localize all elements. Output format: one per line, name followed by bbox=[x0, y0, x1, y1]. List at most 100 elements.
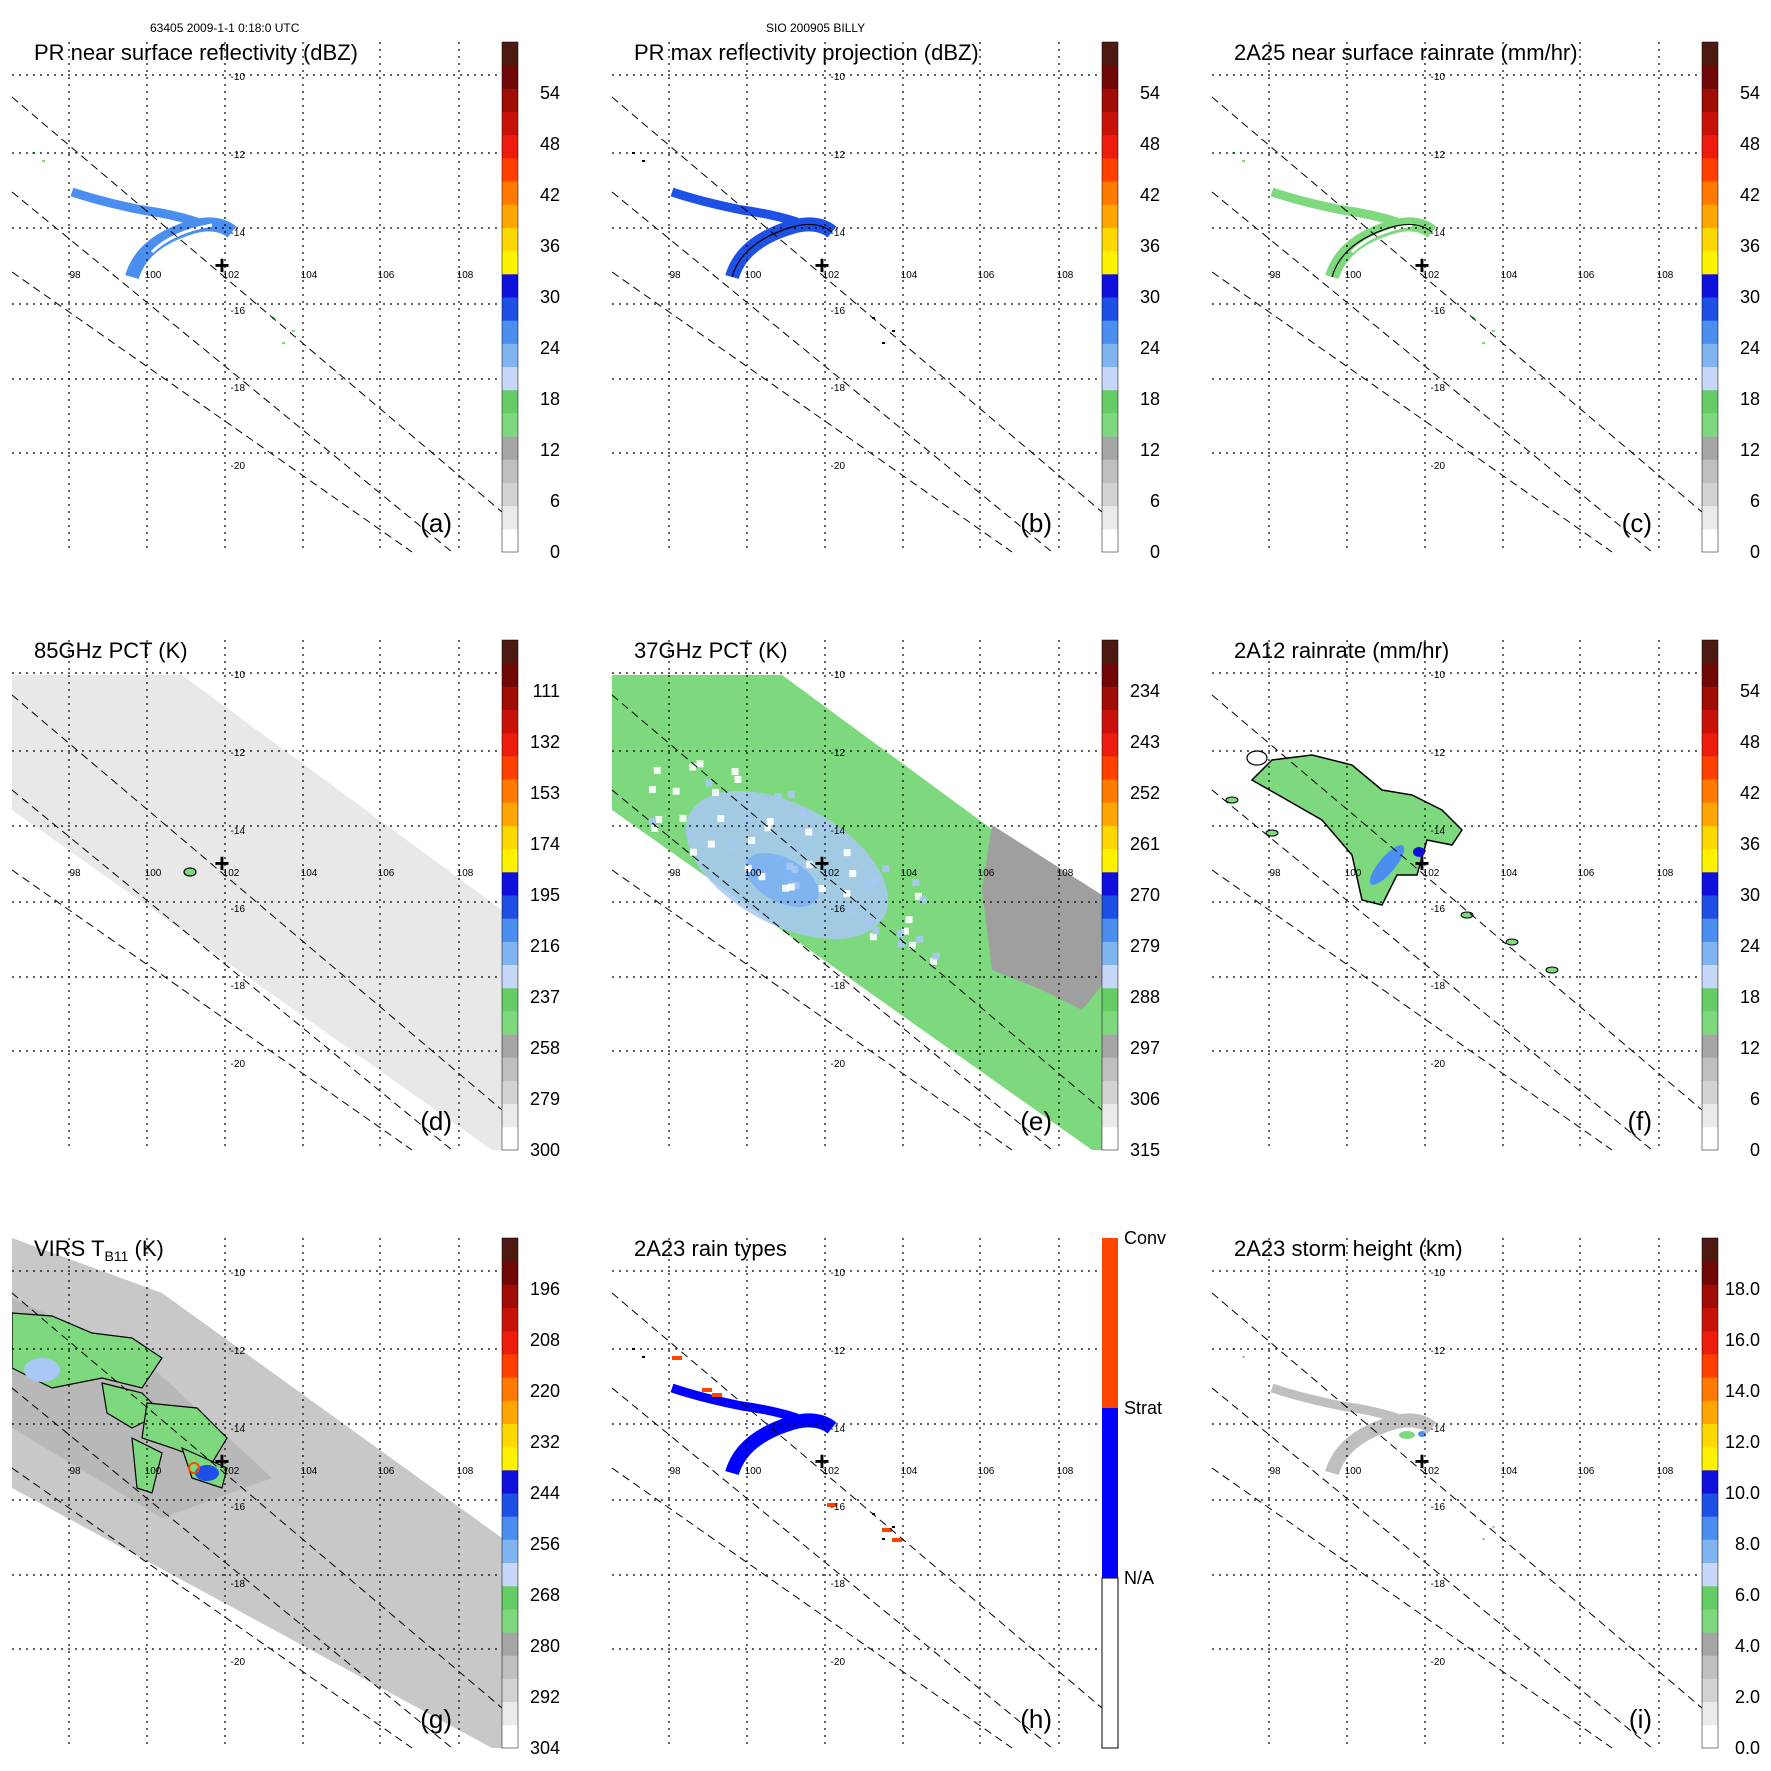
cb-segment bbox=[502, 755, 518, 780]
panel-title: 2A25 near surface rainrate (mm/hr) bbox=[1234, 40, 1578, 65]
lon-tick-label: 102 bbox=[1423, 270, 1440, 281]
rainband bbox=[125, 217, 237, 280]
cb-segment bbox=[1102, 412, 1118, 437]
colorbar-label: Conv bbox=[1124, 1228, 1166, 1248]
rain-pixel bbox=[864, 917, 872, 925]
lon-tick-label: 102 bbox=[223, 868, 240, 879]
cb-segment bbox=[1702, 1493, 1718, 1517]
storm-center-marker: + bbox=[814, 250, 829, 280]
cb-segment bbox=[502, 825, 518, 850]
storm-center-marker: + bbox=[214, 1446, 229, 1476]
cb-segment bbox=[1702, 1608, 1718, 1633]
colorbar-label: 2.0 bbox=[1735, 1687, 1760, 1707]
lon-tick-label: 100 bbox=[145, 1466, 162, 1477]
lon-tick-label: 104 bbox=[301, 1466, 318, 1477]
cb-segment bbox=[502, 1539, 518, 1564]
cb-segment bbox=[502, 88, 518, 113]
pr-swath-edge bbox=[1211, 271, 1613, 553]
colorbar-label: 196 bbox=[530, 1279, 560, 1299]
rain-pixel bbox=[818, 884, 826, 892]
colorbar-label: 0 bbox=[550, 542, 560, 562]
lon-tick-label: 98 bbox=[69, 868, 81, 879]
panel-title: 85GHz PCT (K) bbox=[34, 638, 188, 663]
cb-segment bbox=[502, 1724, 518, 1749]
lat-tick-label: -16 bbox=[1431, 1502, 1446, 1513]
rain-pixel bbox=[731, 768, 739, 776]
panel-d: -10 -12 -14 -16 -18 -20 98 100 102 104 106 108 +85GH… bbox=[11, 638, 560, 1160]
cb-segment bbox=[1702, 1446, 1718, 1471]
panel-e: -10 -12 -14 -16 -18 -20 98 100 102 104 106 108 +37GH… bbox=[611, 638, 1160, 1160]
lon-tick-label: 104 bbox=[1501, 868, 1518, 879]
panel-label: (c) bbox=[1622, 508, 1652, 538]
lat-tick-label: -20 bbox=[831, 1657, 846, 1668]
cb-segment bbox=[502, 1655, 518, 1679]
colorbar-f: 0 6 12 18 24 30 36 42 48 54 bbox=[1701, 639, 1760, 1160]
cb-segment bbox=[1702, 134, 1718, 159]
colorbar-e: 315 306 297 288 279 270 261 252 243 234 bbox=[1101, 639, 1160, 1160]
colorbar-label: 36 bbox=[1140, 236, 1160, 256]
cb-segment bbox=[1702, 250, 1718, 275]
map-h bbox=[632, 1348, 902, 1542]
cb-segment bbox=[502, 848, 518, 873]
cb-segment bbox=[502, 528, 518, 553]
cb-segment bbox=[1102, 663, 1118, 687]
cb-segment bbox=[1702, 895, 1718, 919]
panel-a: -10 -12 -14 -16 -18 -20 98 100 102 104 106 108 + PR n… bbox=[11, 40, 560, 562]
rainband bbox=[1270, 1383, 1399, 1423]
lat-tick-label: -18 bbox=[231, 383, 246, 394]
rain-pixel bbox=[843, 849, 851, 857]
lat-tick-label: -18 bbox=[831, 981, 846, 992]
pr-swath-edge bbox=[11, 191, 453, 553]
colorbar-label: 153 bbox=[530, 783, 560, 803]
colorbar-label: 18 bbox=[1740, 987, 1760, 1007]
lon-tick-label: 100 bbox=[145, 270, 162, 281]
rainband-outline bbox=[731, 223, 833, 278]
panel-label: (b) bbox=[1020, 508, 1052, 538]
cb-segment bbox=[1702, 1103, 1718, 1128]
rainband-gap bbox=[750, 1419, 813, 1450]
rain-pixel bbox=[806, 861, 814, 869]
rain-pixel bbox=[717, 815, 725, 823]
cold-cloud bbox=[131, 1436, 163, 1494]
pr-swath-edge bbox=[611, 869, 1013, 1151]
cb-segment bbox=[502, 65, 518, 89]
storm-center-marker: + bbox=[814, 848, 829, 878]
rain-pixel bbox=[897, 929, 905, 937]
colorbar-label: 288 bbox=[1130, 987, 1160, 1007]
lat-tick-label: -14 bbox=[831, 826, 846, 837]
lat-tick-label: -10 bbox=[831, 670, 846, 681]
pr-swath-edge bbox=[11, 1387, 453, 1749]
cb-segment bbox=[502, 436, 518, 460]
rain-pixel bbox=[849, 870, 857, 878]
rain-pixel bbox=[766, 817, 774, 825]
cb-segment bbox=[1702, 825, 1718, 850]
colorbar-label: 6 bbox=[1750, 491, 1760, 511]
rain-pixel bbox=[932, 952, 940, 960]
pr-swath-edge bbox=[1211, 1387, 1653, 1749]
lon-tick-label: 102 bbox=[1423, 1466, 1440, 1477]
lon-tick-label: 106 bbox=[378, 868, 395, 879]
pr-swath-edge bbox=[11, 96, 503, 513]
cb-segment bbox=[1702, 1655, 1718, 1679]
rain-pixel bbox=[847, 906, 855, 914]
lon-tick-label: 98 bbox=[69, 270, 81, 281]
cb-segment bbox=[1702, 941, 1718, 966]
lat-tick-label: -14 bbox=[1431, 826, 1446, 837]
colorbar-label: 297 bbox=[1130, 1038, 1160, 1058]
colorbar-label: 300 bbox=[530, 1140, 560, 1160]
cb-segment bbox=[1102, 918, 1118, 942]
cb-segment bbox=[1702, 779, 1718, 803]
lon-tick-label: 102 bbox=[223, 270, 240, 281]
rain-speck bbox=[892, 330, 895, 332]
cb-segment bbox=[1702, 227, 1718, 252]
lat-tick-label: -16 bbox=[831, 1502, 846, 1513]
lon-tick-label: 108 bbox=[1057, 270, 1074, 281]
cb-segment bbox=[502, 663, 518, 687]
cb-segment bbox=[502, 1103, 518, 1128]
lat-tick-label: -12 bbox=[1431, 1346, 1446, 1357]
rainband-gap bbox=[1350, 1419, 1413, 1450]
lat-tick-label: -12 bbox=[231, 1346, 246, 1357]
cb-segment bbox=[502, 1126, 518, 1151]
lat-tick-label: -12 bbox=[231, 150, 246, 161]
rain-pixel bbox=[919, 896, 927, 904]
